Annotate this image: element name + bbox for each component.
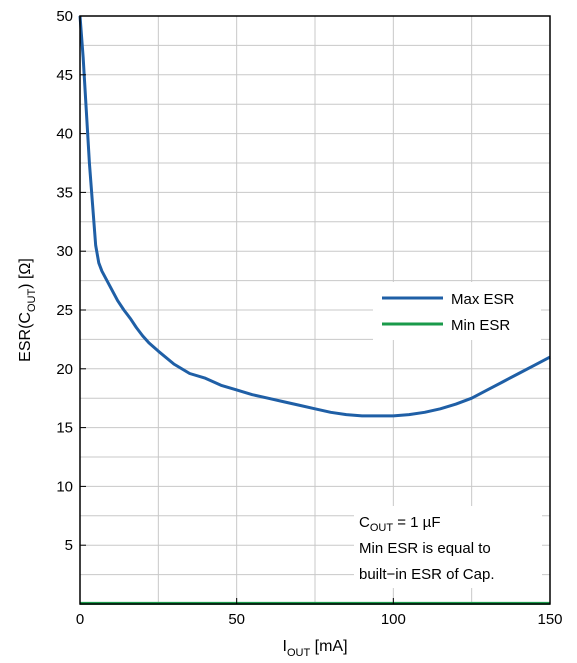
y-tick-label: 10 (56, 478, 73, 495)
y-tick-label: 40 (56, 126, 73, 143)
y-tick-label: 15 (56, 420, 73, 437)
y-axis-label: ESR(COUT) [Ω] (17, 258, 38, 362)
y-tick-label: 45 (56, 67, 73, 84)
x-axis-label: IOUT [mA] (282, 638, 347, 659)
legend: Max ESR Min ESR (373, 282, 541, 340)
annotation-line-3: built−in ESR of Cap. (359, 566, 495, 583)
y-tick-label: 20 (56, 361, 73, 378)
legend-box (373, 282, 541, 340)
legend-label-min-esr: Min ESR (451, 317, 510, 334)
annotation-line-2: Min ESR is equal to (359, 540, 491, 557)
grid (80, 16, 550, 604)
series-line-max-esr (78, 15, 551, 418)
legend-label-max-esr: Max ESR (451, 291, 515, 308)
x-tick-label: 100 (381, 611, 406, 628)
annotation-line-1: COUT = 1 µF (359, 514, 441, 534)
y-tick-label: 5 (65, 537, 73, 554)
y-tick-label: 25 (56, 302, 73, 319)
x-tick-label: 0 (76, 611, 84, 628)
y-tick-label: 35 (56, 184, 73, 201)
y-tick-label: 50 (56, 8, 73, 25)
x-tick-label: 50 (228, 611, 245, 628)
tick-labels: 0 50 100 150 5 10 15 20 25 30 35 40 45 50 (56, 8, 562, 628)
x-tick-label: 150 (537, 611, 562, 628)
y-tick-label: 30 (56, 243, 73, 260)
annotation: COUT = 1 µF Min ESR is equal to built−in… (354, 506, 542, 588)
annotation-box (354, 506, 542, 588)
